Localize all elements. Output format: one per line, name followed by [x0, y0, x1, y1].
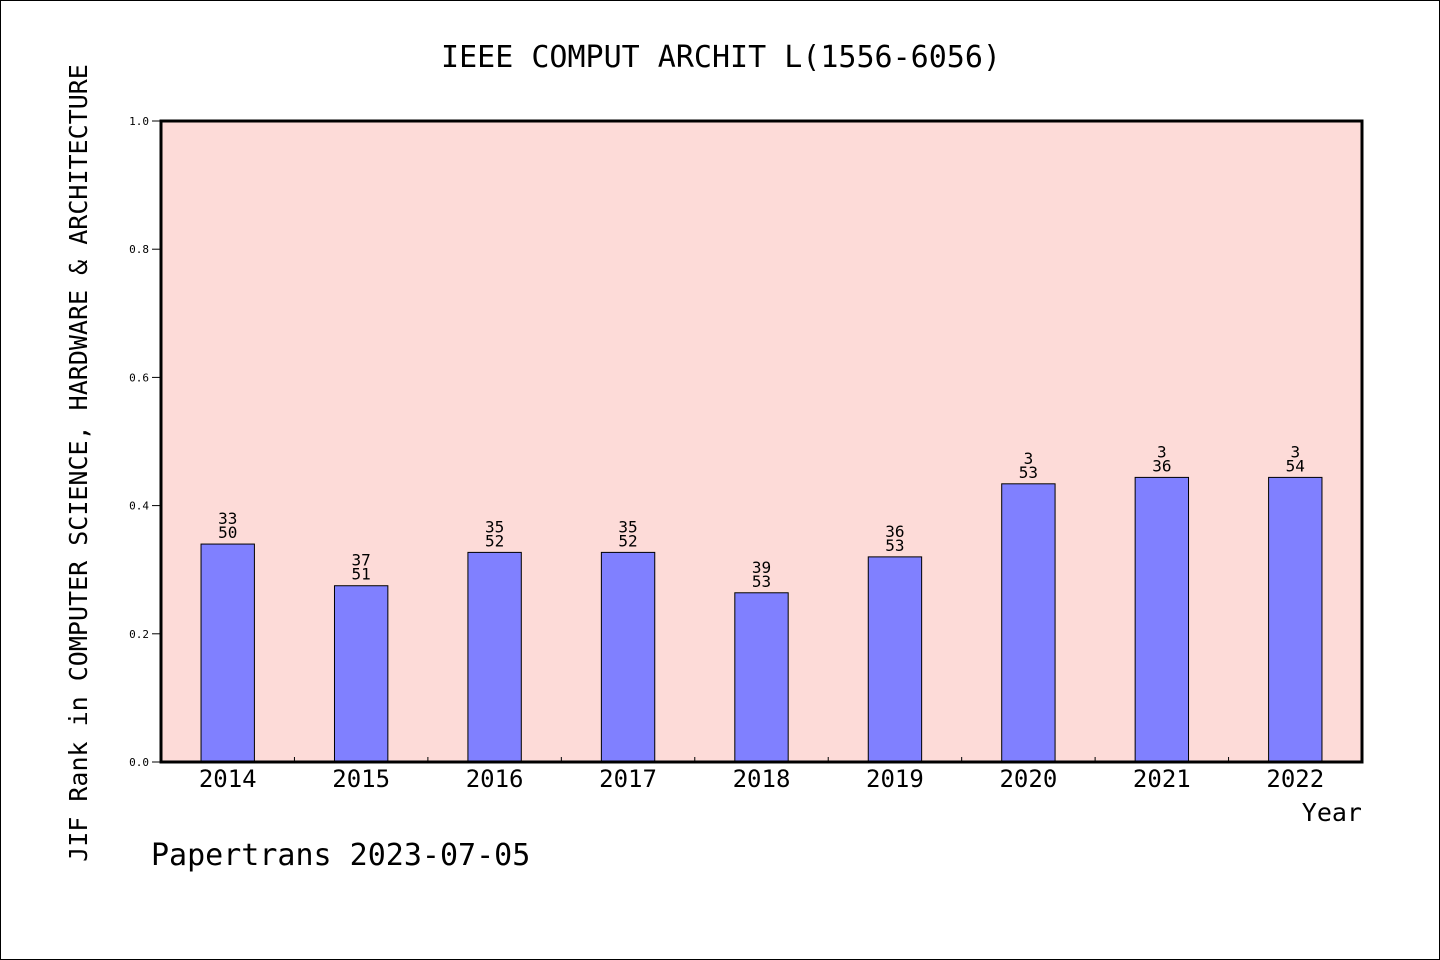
bar-label-total: 50	[218, 523, 237, 542]
bar-label-total: 36	[1152, 456, 1171, 475]
bar-label-rank: 39	[752, 558, 771, 577]
bar-label-rank: 35	[485, 517, 504, 536]
bar-label-total: 51	[352, 565, 371, 584]
bar-2017	[600, 551, 656, 763]
x-tick-label: 2015	[332, 765, 390, 793]
chart-title: IEEE COMPUT ARCHIT L(1556-6056)	[441, 40, 1001, 75]
bar-label-rank: 3	[1290, 442, 1300, 461]
bar-2021	[1134, 476, 1190, 763]
bar-label-rank: 33	[218, 509, 237, 528]
plot-frame	[159, 119, 1364, 764]
x-tick-label: 2020	[999, 765, 1057, 793]
x-tick-label: 2014	[199, 765, 257, 793]
bar-2015	[333, 585, 389, 763]
bar-label-rank: 36	[885, 522, 904, 541]
x-tick-label: 2016	[466, 765, 524, 793]
bar-2016	[467, 551, 522, 763]
y-axis-label: JIF Rank in COMPUTER SCIENCE, HARDWARE &…	[64, 64, 93, 862]
bar-label-rank: 3	[1024, 449, 1034, 468]
y-tick-label: 0.4	[129, 500, 149, 513]
x-tick-label: 2022	[1266, 765, 1324, 793]
bar-label-total: 53	[752, 572, 771, 591]
bar-2019	[867, 556, 923, 763]
footer-watermark: Papertrans 2023-07-05	[151, 838, 530, 873]
y-tick-label: 0.2	[129, 628, 149, 641]
bar-2018	[734, 592, 789, 763]
bar-label-total: 53	[1019, 463, 1038, 482]
y-tick-label: 1.0	[129, 115, 149, 128]
x-tick-label: 2018	[733, 765, 791, 793]
bar-label-rank: 35	[618, 517, 637, 536]
x-tick-label: 2017	[599, 765, 657, 793]
y-tick-label: 0.8	[129, 243, 149, 256]
bars-layer	[200, 476, 1323, 763]
y-tick-label: 0.0	[129, 756, 149, 769]
x-tick-label: 2021	[1133, 765, 1191, 793]
bar-2020	[1001, 483, 1056, 763]
bar-label-total: 54	[1286, 456, 1305, 475]
bar-2022	[1268, 476, 1323, 763]
y-axis: 0.0 0.2 0.4 0.6 0.8 1.0	[129, 115, 161, 769]
x-tick-label: 2019	[866, 765, 924, 793]
bar-2014	[200, 543, 255, 763]
x-axis: 2014 2015 2016 2017 2018 2019 2020 2021 2022	[199, 757, 1324, 793]
bar-label-total: 52	[485, 531, 504, 550]
x-axis-label: Year	[1302, 798, 1362, 827]
y-tick-label: 0.6	[129, 371, 149, 384]
bar-label-rank: 37	[352, 551, 371, 570]
bar-label-rank: 3	[1157, 442, 1167, 461]
bar-label-total: 52	[618, 531, 637, 550]
bar-label-total: 53	[885, 536, 904, 555]
